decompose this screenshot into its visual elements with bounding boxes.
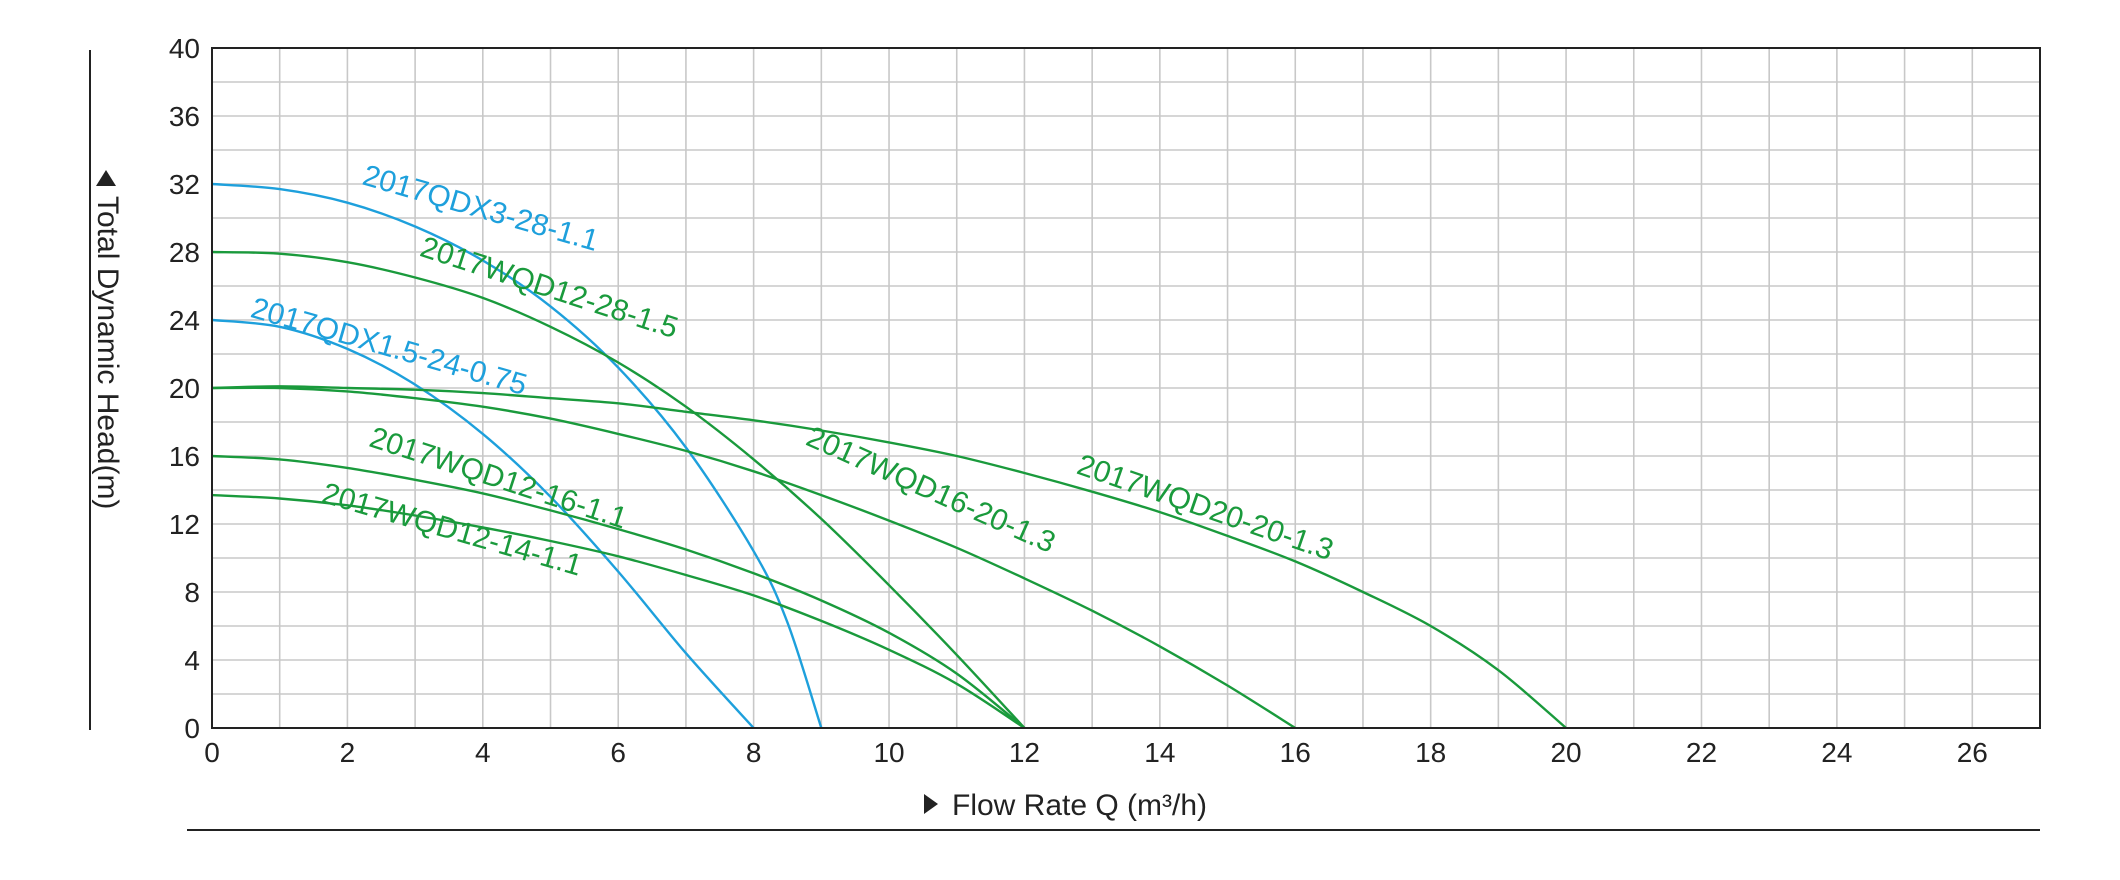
x-tick-label: 14 — [1144, 737, 1175, 768]
curve-2017QDX1.5-24-0.75 — [211, 318, 755, 729]
axis-ticks: 0 2 4 6 8 10 12 14 16 18 20 22 24 2604812162024283236… — [169, 33, 1988, 768]
x-tick-label: 10 — [873, 737, 904, 768]
y-tick-label: 20 — [169, 373, 200, 404]
y-tick-label: 36 — [169, 101, 200, 132]
curve-2017WQD16-20-1.3 — [211, 386, 1296, 730]
series-label: 2017QDX3-28-1.1 — [359, 159, 602, 258]
y-tick-label: 0 — [184, 713, 200, 744]
curve-2017QDX3-28-1.1 — [211, 182, 823, 729]
y-tick-label: 32 — [169, 169, 200, 200]
y-tick-label: 28 — [169, 237, 200, 268]
x-tick-label: 8 — [746, 737, 762, 768]
curve-2017WQD20-20-1.3 — [211, 385, 1567, 729]
x-tick-label: 2 — [340, 737, 356, 768]
x-tick-label: 12 — [1009, 737, 1040, 768]
series-layer — [211, 182, 1567, 730]
series-labels: 2017QDX3-28-1.12017QDX1.5-24-0.752017WQD… — [247, 159, 1337, 583]
y-axis-arrow-icon — [96, 170, 116, 186]
curve-2017WQD12-16-1.1 — [211, 454, 1026, 729]
x-tick-label: 24 — [1821, 737, 1852, 768]
x-tick-label: 20 — [1550, 737, 1581, 768]
x-tick-label: 6 — [610, 737, 626, 768]
x-tick-label: 18 — [1415, 737, 1446, 768]
y-tick-label: 12 — [169, 509, 200, 540]
curve-2017WQD12-14-1.1 — [211, 493, 1026, 730]
plot-area-frame — [211, 47, 2041, 729]
x-tick-label: 26 — [1957, 737, 1988, 768]
series-label: 2017WQD20-20-1.3 — [1073, 448, 1338, 567]
x-tick-label: 0 — [204, 737, 220, 768]
y-tick-label: 4 — [184, 645, 200, 676]
y-tick-label: 8 — [184, 577, 200, 608]
x-tick-label: 4 — [475, 737, 491, 768]
curve-2017WQD12-28-1.5 — [211, 250, 1026, 729]
y-tick-label: 40 — [169, 33, 200, 64]
y-axis-title: Total Dynamic Head(m) — [91, 196, 124, 509]
y-tick-label: 24 — [169, 305, 200, 336]
x-tick-label: 22 — [1686, 737, 1717, 768]
x-tick-label: 16 — [1280, 737, 1311, 768]
x-axis-arrow-icon — [924, 794, 938, 814]
y-tick-label: 16 — [169, 441, 200, 472]
x-axis-title: Flow Rate Q (m³/h) — [952, 789, 1207, 822]
